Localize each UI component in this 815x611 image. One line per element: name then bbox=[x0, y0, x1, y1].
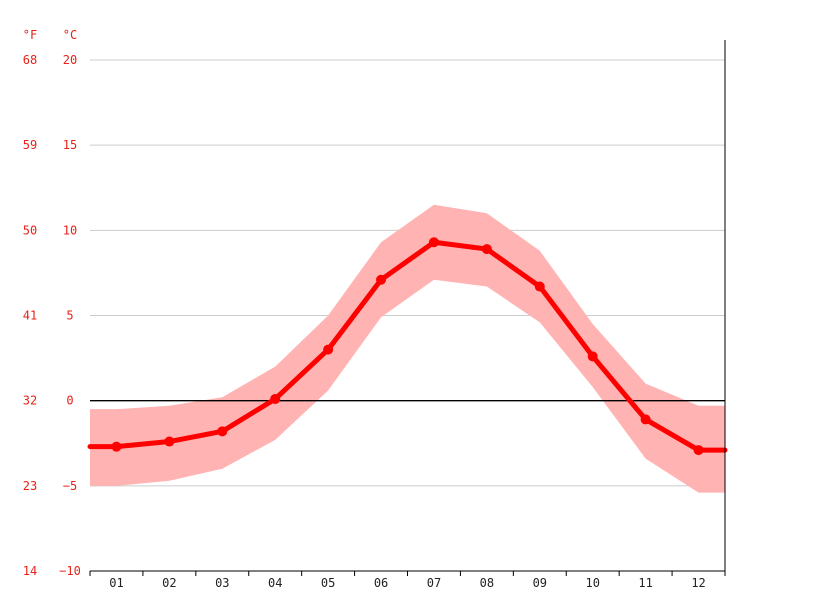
y-tick-label-celsius: 20 bbox=[63, 53, 77, 67]
axis-layer bbox=[89, 40, 726, 576]
data-point bbox=[428, 237, 439, 248]
x-tick-label: 03 bbox=[215, 576, 229, 590]
data-point bbox=[587, 351, 598, 362]
unit-fahrenheit-label: °F bbox=[23, 28, 37, 42]
y-tick-label-fahrenheit: 23 bbox=[23, 479, 37, 493]
x-tick-label: 08 bbox=[480, 576, 494, 590]
x-tick-label: 05 bbox=[321, 576, 335, 590]
y-tick-label-celsius: 10 bbox=[63, 223, 77, 237]
data-point bbox=[323, 344, 334, 355]
y-tick-label-celsius: −5 bbox=[63, 479, 77, 493]
data-point bbox=[640, 414, 651, 425]
y-tick-label-celsius: 15 bbox=[63, 138, 77, 152]
data-point bbox=[111, 441, 122, 452]
data-point bbox=[481, 244, 492, 255]
data-point bbox=[376, 274, 387, 285]
y-tick-label-fahrenheit: 41 bbox=[23, 309, 37, 323]
x-tick-label: 07 bbox=[427, 576, 441, 590]
band-layer bbox=[90, 204, 725, 493]
y-tick-label-fahrenheit: 50 bbox=[23, 223, 37, 237]
x-tick-label: 11 bbox=[638, 576, 652, 590]
data-point bbox=[270, 393, 281, 404]
y-tick-label-celsius: 5 bbox=[66, 309, 73, 323]
y-tick-label-celsius: −10 bbox=[59, 564, 81, 578]
unit-celsius-label: °C bbox=[63, 28, 77, 42]
y-tick-label-fahrenheit: 59 bbox=[23, 138, 37, 152]
mean-temperature-line bbox=[87, 239, 728, 453]
data-point bbox=[534, 281, 545, 292]
x-tick-label: 12 bbox=[691, 576, 705, 590]
label-layer: 20 68 15 59 10 50 5 41 0 32 −5 23 −10 14 01 02 03 04 05 06 0… bbox=[23, 53, 706, 590]
data-point bbox=[693, 445, 704, 456]
data-point bbox=[217, 426, 228, 437]
y-tick-label-fahrenheit: 68 bbox=[23, 53, 37, 67]
data-point bbox=[164, 436, 175, 447]
x-tick-label: 02 bbox=[162, 576, 176, 590]
y-tick-label-fahrenheit: 14 bbox=[23, 564, 37, 578]
x-tick-label: 06 bbox=[374, 576, 388, 590]
x-tick-label: 01 bbox=[109, 576, 123, 590]
x-tick-label: 10 bbox=[585, 576, 599, 590]
temperature-range-band bbox=[90, 204, 725, 493]
x-tick-label: 04 bbox=[268, 576, 282, 590]
line-layer bbox=[87, 237, 728, 456]
y-tick-label-fahrenheit: 32 bbox=[23, 394, 37, 408]
x-tick-label: 09 bbox=[533, 576, 547, 590]
y-tick-label-celsius: 0 bbox=[66, 394, 73, 408]
